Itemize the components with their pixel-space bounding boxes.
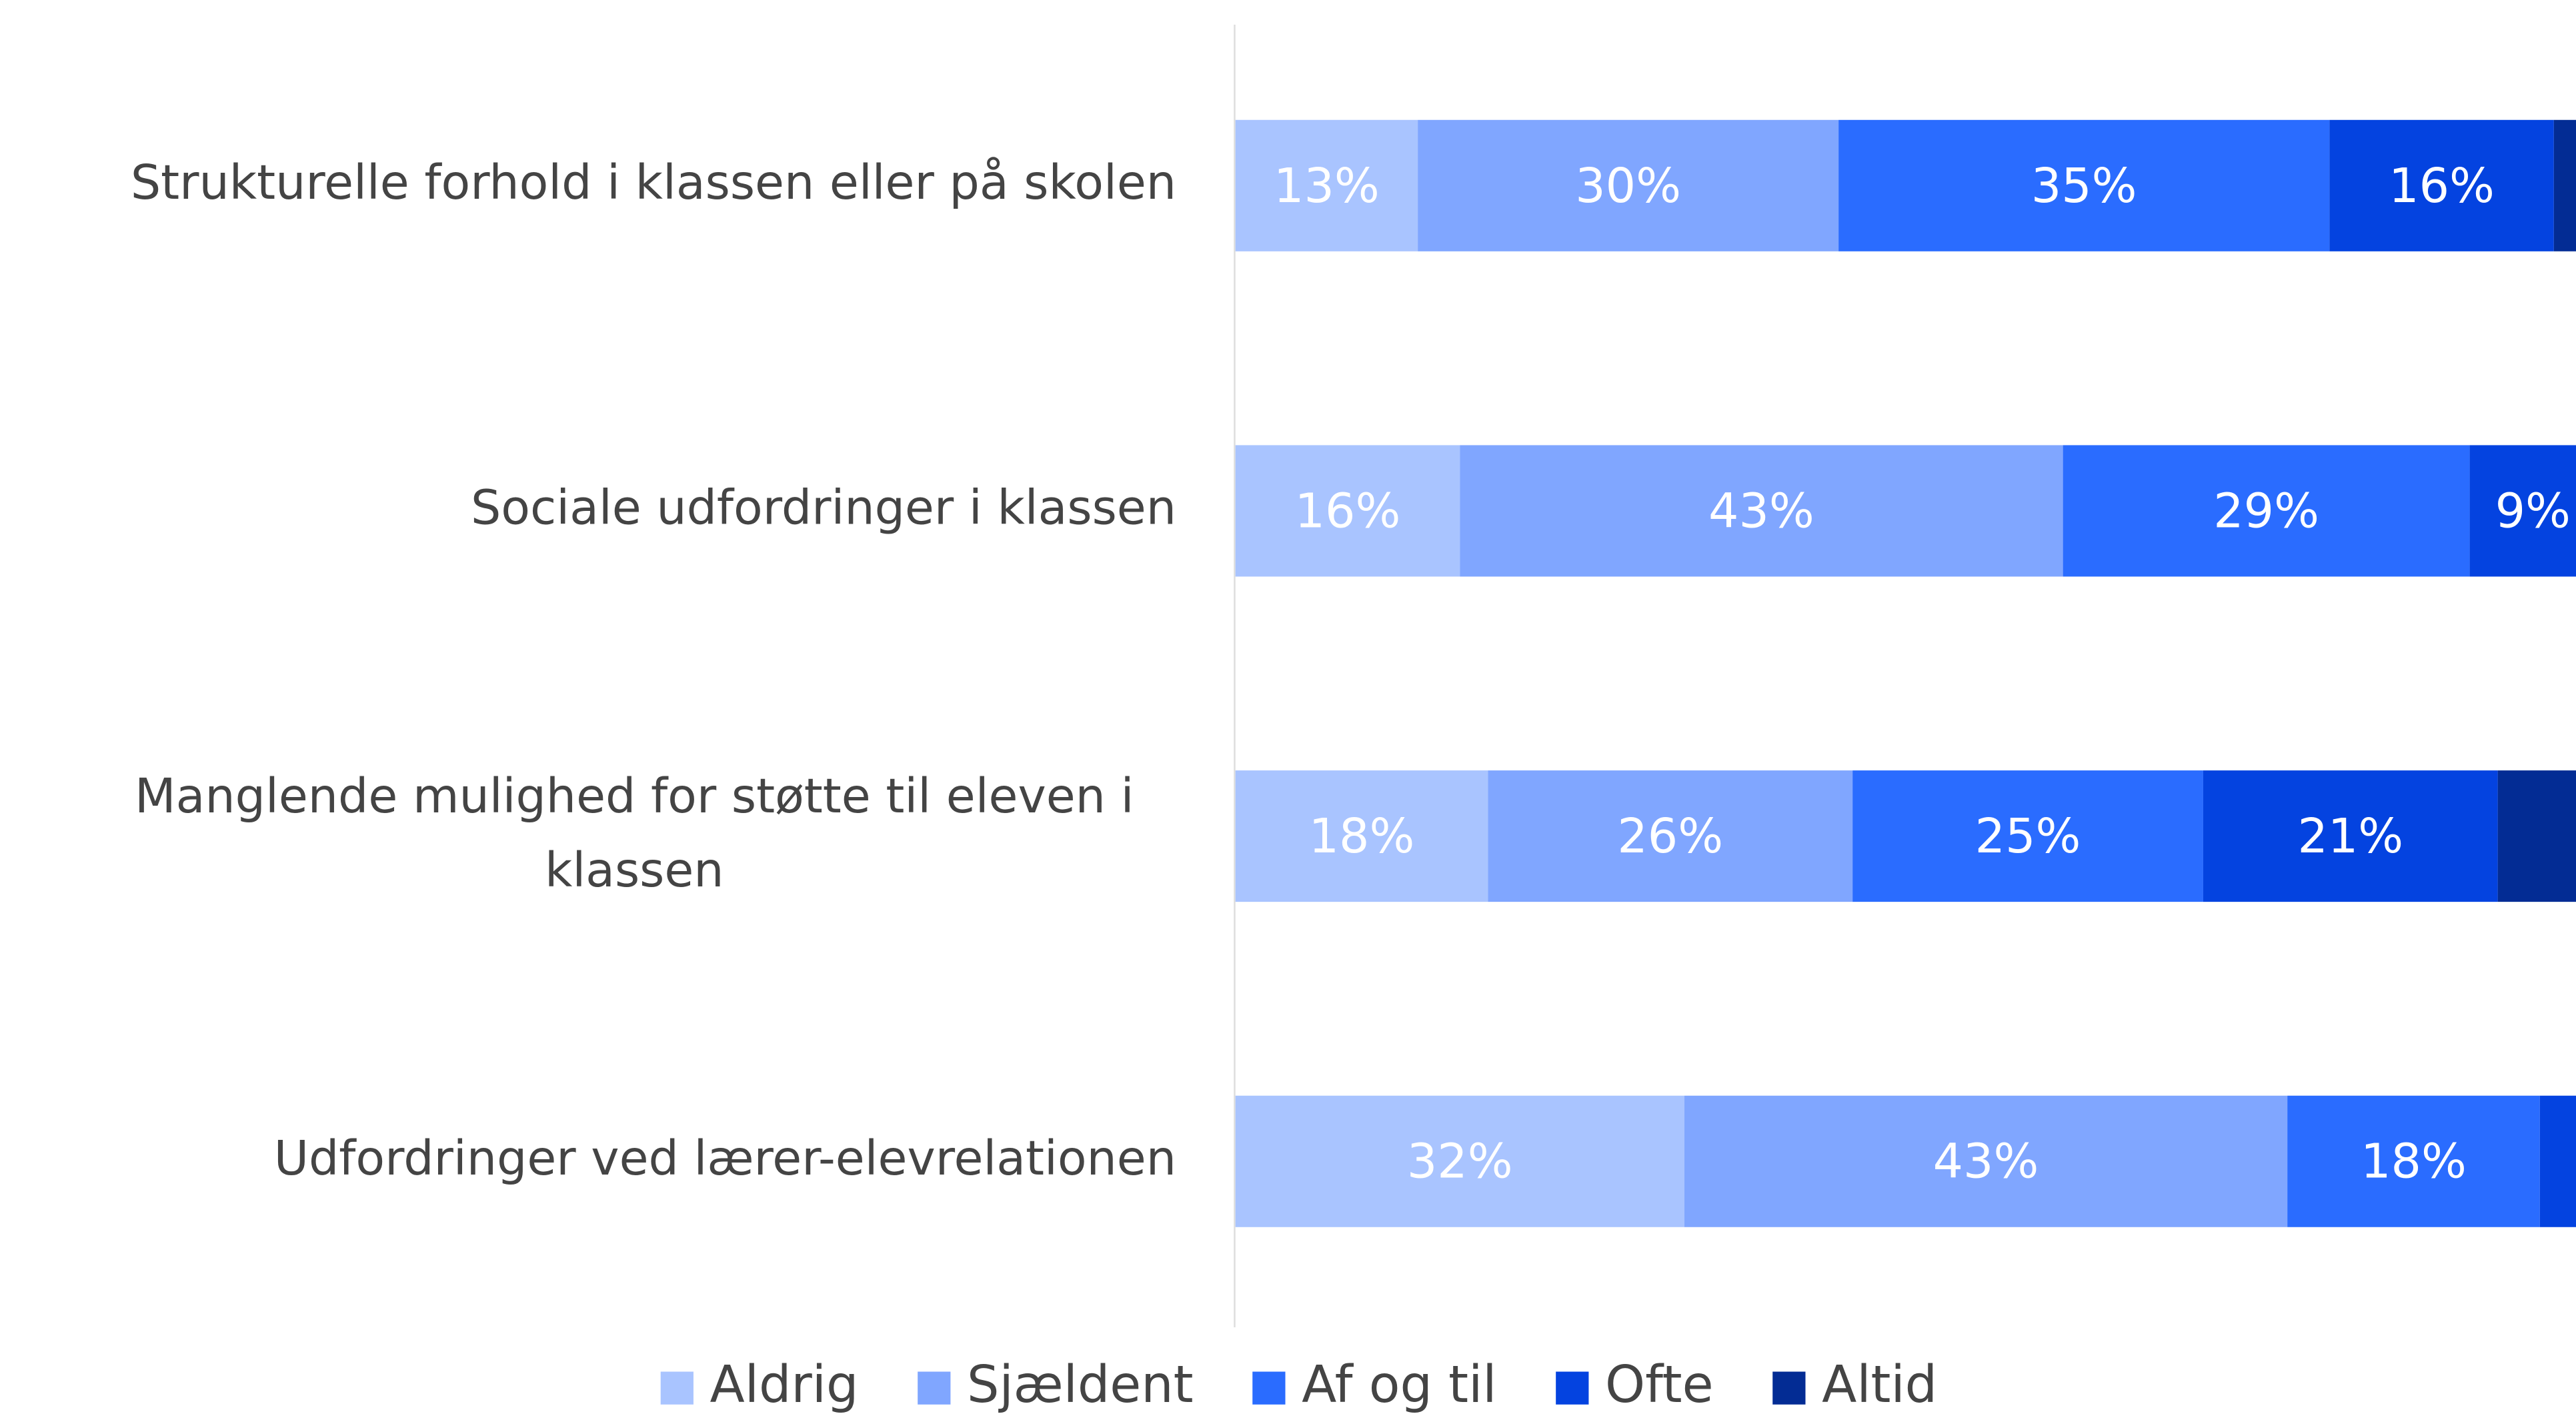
value-label: 29% <box>2213 483 2319 538</box>
bar-segment <box>2497 770 2576 902</box>
bar-segment <box>1460 445 2063 577</box>
bar-segment <box>2063 445 2470 577</box>
legend-swatch <box>1772 1371 1806 1405</box>
bar-segment <box>2469 445 2576 577</box>
category-label: Strukturelle forhold i klassen eller på … <box>131 155 1176 210</box>
bar-segment <box>1235 1095 1684 1227</box>
value-label: 21% <box>2297 808 2403 864</box>
bar-segment <box>1418 119 1839 251</box>
bar-segment <box>1684 1095 2288 1227</box>
bar-segment <box>1488 770 1853 902</box>
bar-segment <box>1235 445 1460 577</box>
category-label: Manglende mulighed for støtte til eleven… <box>135 768 1134 898</box>
bar-segment <box>1852 770 2203 902</box>
legend-label: Altid <box>1822 1355 1937 1415</box>
legend-swatch <box>1252 1371 1286 1405</box>
legend-swatch <box>1556 1371 1589 1405</box>
value-label: 25% <box>1975 808 2081 864</box>
value-label: 9% <box>2495 483 2571 538</box>
bar-segment <box>2287 1095 2540 1227</box>
legend-label: Af og til <box>1302 1355 1496 1415</box>
bar-segment <box>2553 119 2576 251</box>
legend-label: Aldrig <box>710 1355 859 1415</box>
bar-segment <box>1838 119 2330 251</box>
category-label: Udfordringer ved lærer-elevrelationen <box>274 1131 1176 1186</box>
value-label: 26% <box>1617 808 1723 864</box>
bar-segment <box>2329 119 2554 251</box>
value-label: 16% <box>1295 483 1401 538</box>
category-label: Sociale udfordringer i klassen <box>471 480 1176 535</box>
legend-swatch <box>660 1371 694 1405</box>
value-label: 13% <box>1274 158 1380 213</box>
value-label: 32% <box>1407 1134 1513 1189</box>
value-label: 18% <box>1309 808 1415 864</box>
bar-segment <box>1235 770 1488 902</box>
value-label: 16% <box>2389 158 2495 213</box>
legend-label: Sjældent <box>967 1355 1194 1415</box>
bar-segment <box>1235 119 1418 251</box>
bar-segment <box>2539 1095 2576 1227</box>
value-label: 30% <box>1575 158 1681 213</box>
legend-label: Ofte <box>1605 1355 1714 1415</box>
value-label: 35% <box>2031 158 2137 213</box>
value-label: 43% <box>1933 1134 2039 1189</box>
value-label: 43% <box>1708 483 1814 538</box>
bar-segment <box>2203 770 2498 902</box>
legend-swatch <box>918 1371 951 1405</box>
value-label: 18% <box>2361 1134 2467 1189</box>
